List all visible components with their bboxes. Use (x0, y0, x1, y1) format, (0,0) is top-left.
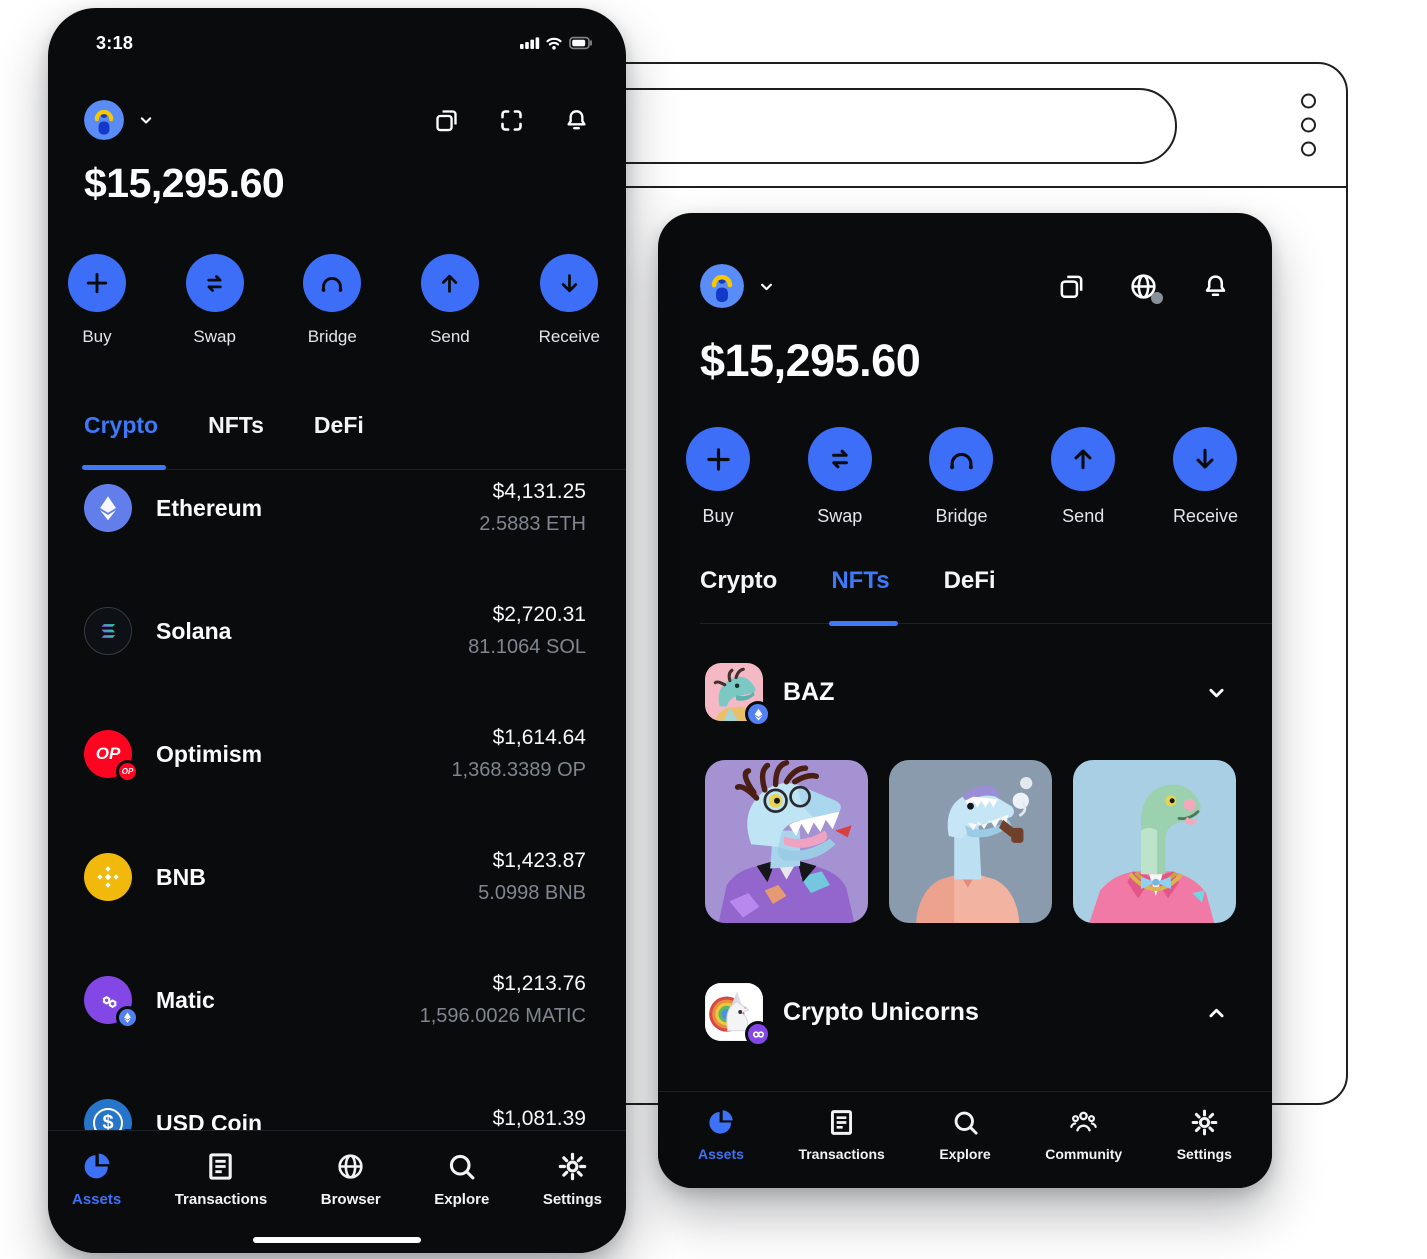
people-icon (1069, 1108, 1098, 1137)
status-icons (520, 36, 592, 50)
search-icon (446, 1151, 477, 1182)
copy-address-icon[interactable] (1057, 272, 1086, 301)
scan-icon[interactable] (498, 107, 525, 134)
browser-globe-icon[interactable] (1128, 271, 1163, 304)
swap-icon (807, 427, 872, 491)
matic-icon (84, 976, 139, 1029)
nft-image-dino-2[interactable] (889, 760, 1052, 923)
crypto-unicorns-collection-thumbnail (705, 983, 771, 1047)
receive-button[interactable]: Receive (539, 254, 600, 347)
status-bar: 3:18 (76, 30, 596, 56)
polygon-chain-badge-icon (745, 1021, 771, 1047)
receive-button[interactable]: Receive (1173, 427, 1238, 527)
swap-button[interactable]: Swap (807, 427, 872, 527)
chevron-up-icon[interactable] (1203, 999, 1230, 1026)
nav-explore[interactable]: Explore (434, 1151, 489, 1253)
plus-icon (68, 254, 126, 312)
buy-button[interactable]: Buy (686, 427, 750, 527)
cellular-icon (520, 37, 540, 49)
notifications-bell-icon[interactable] (563, 107, 590, 134)
copy-address-icon[interactable] (433, 107, 460, 134)
wallet-switcher-chevron-icon[interactable] (756, 276, 777, 297)
notifications-bell-icon[interactable] (1201, 272, 1230, 301)
home-indicator[interactable] (253, 1237, 421, 1243)
status-time: 3:18 (96, 32, 134, 53)
asset-row-optimism[interactable]: OP OP Optimism $1,614.64 1,368.3389 OP (84, 706, 586, 802)
portfolio-balance: $15,295.60 (84, 160, 285, 206)
asset-row-ethereum[interactable]: Ethereum $4,131.25 2.5883 ETH (84, 460, 586, 556)
phone-crypto-view: 3:18 (48, 8, 626, 1253)
optimism-badge-icon: OP (116, 760, 139, 783)
avatar[interactable] (700, 264, 744, 308)
nft-grid (705, 760, 1236, 923)
optimism-icon: OP OP (84, 730, 139, 783)
asset-row-matic[interactable]: Matic $1,213.76 1,596.0026 MATIC (84, 952, 586, 1048)
battery-icon (569, 36, 592, 50)
solana-icon (84, 607, 132, 655)
gear-icon (1190, 1108, 1219, 1137)
chevron-down-icon[interactable] (1203, 679, 1230, 706)
nft-image-dino-3[interactable] (1073, 760, 1236, 923)
swap-button[interactable]: Swap (185, 254, 244, 347)
wifi-icon (546, 37, 562, 50)
arrow-up-icon (1051, 427, 1116, 491)
search-icon (951, 1108, 980, 1137)
tab-nfts[interactable]: NFTs (208, 412, 264, 438)
document-icon (205, 1151, 236, 1182)
arrow-down-icon (540, 254, 599, 312)
browser-toolbar (422, 64, 1346, 188)
baz-collection-thumbnail (705, 663, 771, 727)
ethereum-chain-badge-icon (745, 701, 771, 727)
wallet-switcher-chevron-icon[interactable] (136, 110, 156, 130)
tab-nfts[interactable]: NFTs (829, 567, 898, 626)
portfolio-balance: $15,295.60 (700, 335, 921, 386)
collection-row-baz[interactable]: BAZ (705, 660, 1230, 727)
swap-icon (185, 254, 244, 312)
bridge-icon (929, 427, 994, 491)
nav-settings[interactable]: Settings (543, 1151, 602, 1253)
nav-assets[interactable]: Assets (72, 1151, 121, 1253)
ethereum-chain-badge-icon (116, 1006, 139, 1029)
nav-settings[interactable]: Settings (1177, 1108, 1232, 1188)
gear-icon (557, 1151, 588, 1182)
nav-explore[interactable]: Explore (939, 1108, 991, 1188)
nav-transactions[interactable]: Transactions (798, 1108, 885, 1188)
avatar[interactable] (84, 100, 124, 140)
buy-button[interactable]: Buy (68, 254, 126, 347)
pie-chart-icon (706, 1108, 735, 1137)
status-dot (1151, 291, 1163, 304)
bridge-button[interactable]: Bridge (929, 427, 994, 527)
send-button[interactable]: Send (1051, 427, 1116, 527)
nav-browser[interactable]: Browser (321, 1151, 381, 1253)
bottom-nav: Assets Transactions Browser Explore Sett… (48, 1130, 626, 1253)
nav-community[interactable]: Community (1045, 1108, 1122, 1188)
bridge-button[interactable]: Bridge (303, 254, 362, 347)
tab-defi[interactable]: DeFi (943, 567, 996, 594)
nav-assets[interactable]: Assets (698, 1108, 744, 1188)
send-button[interactable]: Send (420, 254, 479, 347)
globe-icon (335, 1151, 366, 1182)
collection-row-crypto-unicorns[interactable]: Crypto Unicorns (705, 980, 1230, 1047)
arrow-down-icon (1173, 427, 1238, 491)
pie-chart-icon (81, 1151, 112, 1182)
nav-transactions[interactable]: Transactions (175, 1151, 267, 1253)
bnb-icon (84, 853, 132, 901)
bottom-nav: Assets Transactions Explore Community Se… (658, 1091, 1272, 1188)
tab-defi[interactable]: DeFi (313, 412, 364, 438)
ethereum-icon (84, 484, 132, 532)
asset-row-bnb[interactable]: BNB $1,423.87 5.0998 BNB (84, 829, 586, 925)
browser-menu-dots[interactable] (1301, 93, 1316, 157)
bridge-icon (303, 254, 362, 312)
arrow-up-icon (420, 254, 479, 312)
document-icon (827, 1108, 856, 1137)
nft-image-dino-1[interactable] (705, 760, 868, 923)
plus-icon (686, 427, 750, 491)
phone-nfts-view: $15,295.60 Buy Swap Bridge Send Receive (658, 213, 1272, 1188)
tab-crypto[interactable]: Crypto (81, 412, 167, 470)
tab-crypto[interactable]: Crypto (700, 567, 778, 594)
asset-row-solana[interactable]: Solana $2,720.31 81.1064 SOL (84, 583, 586, 679)
